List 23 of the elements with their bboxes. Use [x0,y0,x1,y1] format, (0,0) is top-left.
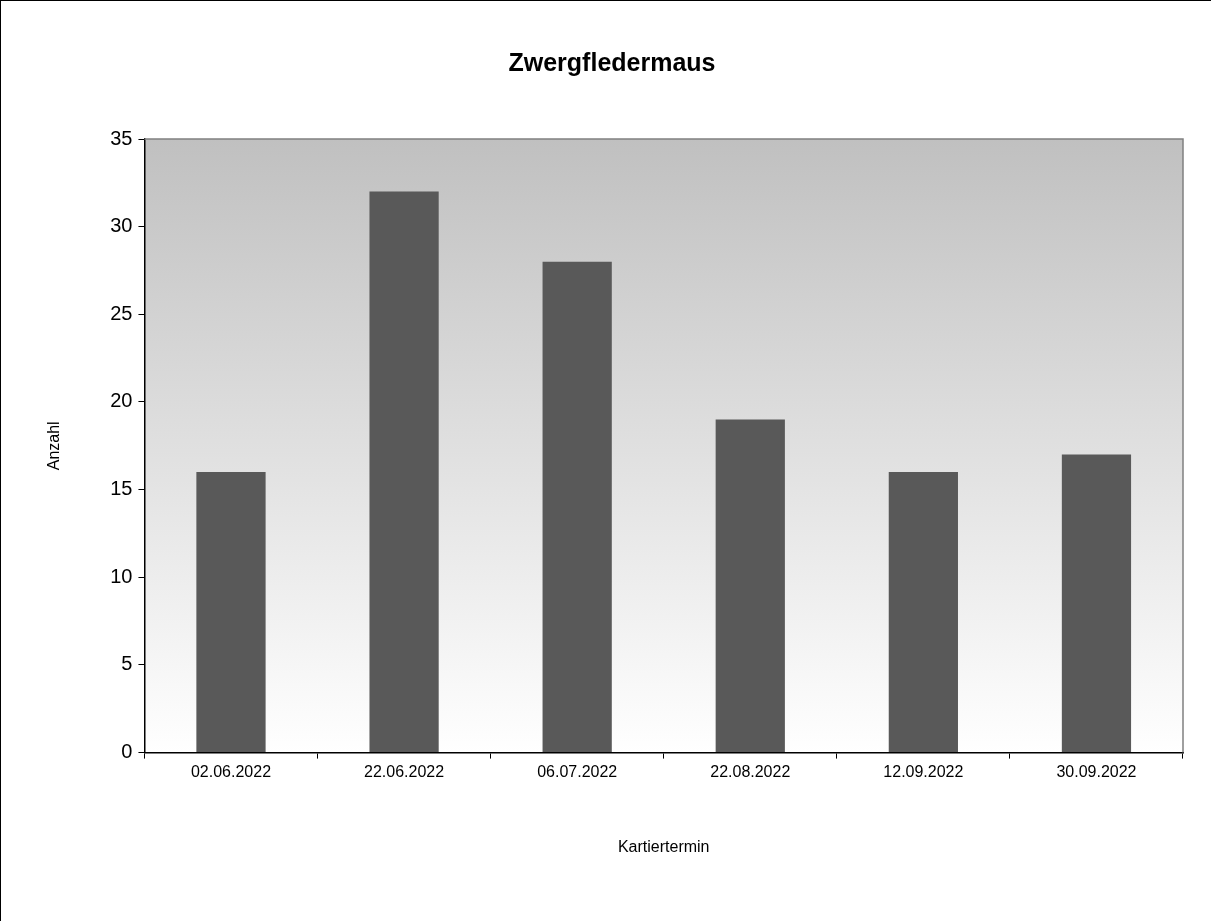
y-tick-label: 10 [110,564,133,587]
x-tick-label: 12.09.2022 [883,762,964,780]
y-tick-label: 25 [110,301,133,324]
chart-title: Zwergfledermaus [508,47,716,76]
y-tick-label: 20 [110,389,133,412]
y-tick-label: 0 [121,740,133,763]
bar [715,419,785,753]
bar [369,191,439,753]
x-tick-label: 30.09.2022 [1056,762,1137,780]
bar [542,261,612,753]
x-tick-label: 02.06.2022 [190,762,272,780]
y-tick-label: 15 [110,477,133,500]
x-tick-label: 22.08.2022 [710,762,791,780]
x-axis-title: Kartiertermin [617,837,710,855]
y-tick-label: 30 [110,214,133,237]
x-tick-label: 22.06.2022 [364,762,445,780]
y-tick-label: 35 [110,126,133,149]
bar [1061,454,1132,753]
bar [888,472,958,753]
x-tick-label: 06.07.2022 [537,762,618,780]
y-tick-label: 5 [121,652,133,675]
y-axis-title: Anzahl [45,421,63,471]
bar [196,472,266,753]
